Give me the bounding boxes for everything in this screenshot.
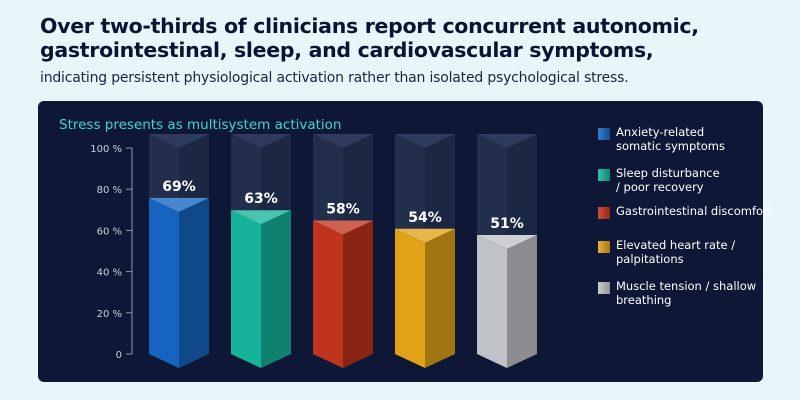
data-label: 58% xyxy=(326,202,360,218)
bar-face-left xyxy=(149,197,179,368)
legend-swatch xyxy=(598,169,610,181)
chart-title: Stress presents as multisystem activatio… xyxy=(59,117,342,133)
legend-item: Sleep disturbance / poor recovery xyxy=(598,166,726,194)
bar-face-right xyxy=(425,228,455,368)
legend-label: Elevated heart rate / palpitations xyxy=(616,238,736,266)
chart-panel: Stress presents as multisystem activatio… xyxy=(38,101,772,382)
bar-ghost-top xyxy=(313,134,373,148)
legend-swatch xyxy=(598,128,610,140)
bar-face-left xyxy=(395,228,425,368)
bar-face-top xyxy=(149,197,209,212)
y-tick-label: 60 % xyxy=(97,226,122,237)
bar-face-top xyxy=(231,210,291,225)
bar-face-right xyxy=(179,197,209,368)
subheadline: indicating persistent physiological acti… xyxy=(40,70,629,86)
bar-ghost-top xyxy=(231,134,291,148)
bar xyxy=(149,134,209,368)
bar-face-right xyxy=(343,220,373,368)
legend-item: Muscle tension / shallow breathing xyxy=(598,279,766,307)
bar xyxy=(395,134,455,368)
bar xyxy=(477,134,537,368)
bar-face-right xyxy=(261,210,291,368)
legend-item: Gastrointestinal discomfort xyxy=(598,204,781,219)
legend-label: Muscle tension / shallow breathing xyxy=(616,279,757,307)
y-tick-label: 40 % xyxy=(97,268,122,279)
bar xyxy=(313,134,373,368)
bar-ghost-top xyxy=(149,134,209,148)
legend-label: Sleep disturbance / poor recovery xyxy=(616,166,720,194)
legend-swatch xyxy=(598,282,610,294)
y-tick-label: 0 xyxy=(116,350,122,361)
data-label: 54% xyxy=(408,210,442,226)
y-tick-label: 100 % xyxy=(90,144,122,155)
bar-ghost-top xyxy=(477,134,537,148)
bar-face-top xyxy=(313,220,373,235)
data-label: 51% xyxy=(490,216,524,232)
bar-ghost-top xyxy=(395,134,455,148)
bar-face-left xyxy=(231,210,261,368)
y-tick-label: 80 % xyxy=(97,185,122,196)
legend-label: Anxiety-related somatic symptoms xyxy=(616,125,725,153)
legend-item: Anxiety-related somatic symptoms xyxy=(598,125,731,153)
bar-chart: 0 20 % 40 % 60 % 80 % 100 % 69% 63% 58% 54% 51% xyxy=(90,134,537,368)
bar-face-left xyxy=(313,220,343,368)
legend-item: Elevated heart rate / palpitations xyxy=(598,238,746,266)
data-label: 63% xyxy=(244,191,278,207)
headline: Over two-thirds of clinicians report con… xyxy=(40,14,699,62)
legend-label: Gastrointestinal discomfort xyxy=(616,204,773,218)
bar-face-left xyxy=(477,234,507,368)
legend-swatch xyxy=(598,207,610,219)
bar-face-top xyxy=(477,234,537,249)
bar xyxy=(231,134,291,368)
legend-swatch xyxy=(598,241,610,253)
bar-face-right xyxy=(507,234,537,368)
data-label: 69% xyxy=(162,179,196,195)
y-tick-label: 20 % xyxy=(97,309,122,320)
bar-face-top xyxy=(395,228,455,243)
